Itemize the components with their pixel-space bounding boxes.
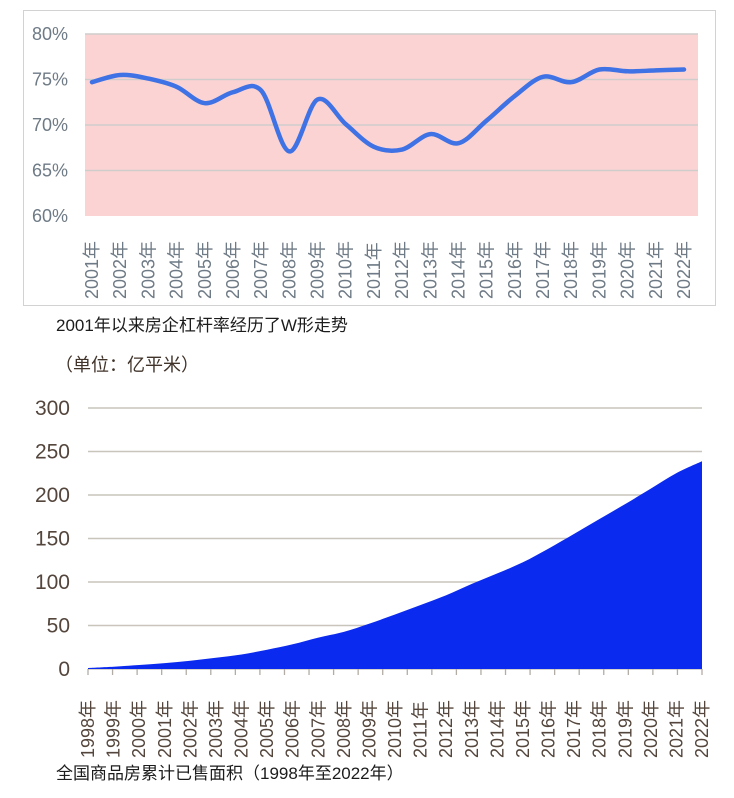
y-axis-tick-label: 80% [32, 24, 68, 44]
x-axis-tick-label: 2008年 [334, 700, 354, 758]
x-axis-tick-label: 2001年 [82, 241, 102, 299]
x-axis-tick-label: 1999年 [104, 700, 124, 758]
y-axis-tick-label: 200 [35, 484, 70, 507]
x-axis-tick-label: 2017年 [533, 241, 553, 299]
y-axis-tick-label: 150 [35, 528, 70, 551]
x-axis-tick-label: 2014年 [487, 700, 507, 758]
x-axis-tick-label: 1998年 [78, 700, 98, 758]
x-axis-tick-label: 2010年 [336, 241, 356, 299]
x-axis-tick-label: 2018年 [590, 700, 610, 758]
x-axis-tick-label: 2009年 [308, 241, 328, 299]
x-axis-tick-label: 2003年 [138, 241, 158, 299]
x-axis-tick-label: 2020年 [618, 241, 638, 299]
y-axis-tick-label: 300 [35, 397, 70, 420]
x-axis-tick-label: 2017年 [564, 700, 584, 758]
x-axis-tick-label: 2019年 [615, 700, 635, 758]
x-axis-tick-label: 2004年 [232, 700, 252, 758]
x-axis-tick-label: 2005年 [195, 241, 215, 299]
x-axis-tick-label: 2022年 [692, 700, 712, 758]
sold-area-chart-caption: 全国商品房累计已售面积（1998年至2022年） [56, 764, 404, 783]
x-axis-tick-label: 2013年 [462, 700, 482, 758]
leverage-ratio-line [89, 66, 687, 154]
x-axis-tick-label: 2020年 [641, 700, 661, 758]
y-axis-tick-label: 65% [32, 161, 68, 181]
x-axis-tick-label: 2018年 [561, 241, 581, 299]
x-axis-tick-label: 2015年 [513, 700, 533, 758]
y-axis-tick-label: 60% [32, 206, 68, 226]
x-axis-tick-label: 2021年 [646, 241, 666, 299]
y-axis-tick-label: 75% [32, 70, 68, 90]
x-axis-tick-label: 2022年 [674, 241, 694, 299]
x-axis-tick-label: 2014年 [449, 241, 469, 299]
leverage-chart-panel: 80% 75% 70% 65% 60% 2001年 2002年 2003年 2004年 2005年… [23, 10, 716, 306]
x-axis-tick-label: 2013年 [420, 241, 440, 299]
y-axis-tick-label: 100 [35, 571, 70, 594]
x-axis-tick-label: 2012年 [392, 241, 412, 299]
x-axis-tick-label: 2019年 [589, 241, 609, 299]
x-axis-tick-label: 2006年 [223, 241, 243, 299]
sold-area-unit-label: （单位：亿平米） [55, 355, 199, 375]
x-axis-tick-label: 2002年 [180, 700, 200, 758]
x-axis-tick-label: 2011年 [411, 701, 431, 758]
x-axis-tick-label: 2011年 [364, 242, 384, 299]
leverage-line-chart: 80% 75% 70% 65% 60% 2001年 2002年 2003年 2004年 2005年… [32, 24, 698, 299]
y-axis-tick-label: 70% [32, 115, 68, 135]
x-axis-tick-label: 2008年 [279, 241, 299, 299]
x-axis-tick-label: 2010年 [385, 700, 405, 758]
y-axis-tick-label: 250 [35, 441, 70, 464]
x-axis-tick-label: 2002年 [110, 241, 130, 299]
y-axis-tick-label: 0 [58, 658, 70, 681]
x-axis-tick-label: 2012年 [436, 700, 456, 758]
sold-area-shape [88, 461, 702, 669]
x-axis-tick-label: 2003年 [206, 700, 226, 758]
y-axis-tick-label: 50 [47, 615, 70, 638]
x-axis-tick-label: 2007年 [251, 241, 271, 299]
x-axis-tick-label: 2016年 [505, 241, 525, 299]
leverage-chart-caption: 2001年以来房企杠杆率经历了W形走势 [56, 316, 348, 335]
x-axis-tick-label: 2005年 [257, 700, 277, 758]
x-axis-tick-label: 2000年 [129, 700, 149, 758]
x-axis-tick-label: 2004年 [167, 241, 187, 299]
x-axis-tick-label: 2016年 [539, 700, 559, 758]
x-axis-tick-label: 2007年 [308, 700, 328, 758]
x-axis-tick-label: 2015年 [477, 241, 497, 299]
x-axis-tick-label: 2006年 [283, 700, 303, 758]
x-axis-tick-label: 2021年 [666, 700, 686, 758]
x-axis-tick-label: 2001年 [155, 700, 175, 758]
x-axis-tick-label: 2009年 [359, 700, 379, 758]
